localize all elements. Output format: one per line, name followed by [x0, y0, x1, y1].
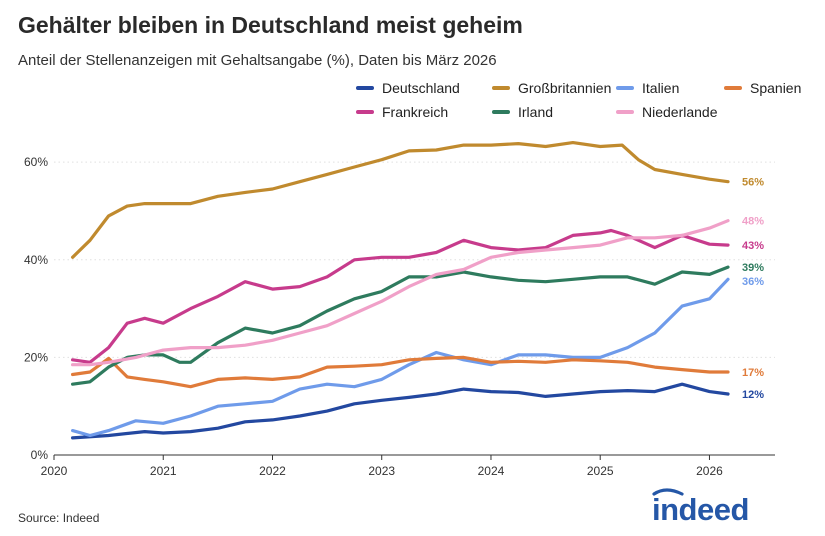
legend-swatch	[492, 86, 510, 90]
source-note: Source: Indeed	[18, 511, 100, 525]
legend-item-niederlande: Niederlande	[616, 104, 718, 120]
legend-swatch	[724, 86, 742, 90]
legend-label: Frankreich	[382, 104, 449, 120]
x-tick-label: 2024	[478, 464, 505, 478]
legend-swatch	[356, 86, 374, 90]
series-line-italien	[70, 277, 730, 438]
indeed-logo: indeed	[652, 488, 749, 526]
series-line-frankreich	[70, 228, 730, 364]
chart-title: Gehälter bleiben in Deutschland meist ge…	[18, 12, 523, 38]
legend-item-spanien: Spanien	[724, 80, 801, 96]
y-tick-label: 40%	[24, 253, 48, 267]
svg-text:indeed: indeed	[652, 492, 749, 526]
legend-swatch	[616, 110, 634, 114]
legend-swatch	[616, 86, 634, 90]
y-tick-label: 0%	[31, 448, 49, 462]
legend-item-italien: Italien	[616, 80, 679, 96]
end-label-frankreich: 43%	[742, 240, 764, 252]
legend-swatch	[356, 110, 374, 114]
x-tick-label: 2023	[368, 464, 395, 478]
legend-label: Italien	[642, 80, 680, 96]
series-line-niederlande	[70, 219, 730, 367]
series-line-deutschland	[70, 382, 730, 440]
legend-label: Niederlande	[642, 104, 718, 120]
end-label-großbritannien: 56%	[742, 177, 764, 189]
series-line-spanien	[70, 355, 730, 389]
legend-item-irland: Irland	[492, 104, 553, 120]
end-label-spanien: 17%	[742, 367, 764, 379]
x-tick-label: 2021	[150, 464, 177, 478]
x-tick-label: 2020	[41, 464, 68, 478]
legend-label: Großbritannien	[518, 80, 612, 96]
legend-swatch	[492, 110, 510, 114]
y-tick-label: 60%	[24, 155, 48, 169]
x-tick-label: 2022	[259, 464, 286, 478]
end-label-irland: 39%	[742, 262, 764, 274]
x-tick-label: 2025	[587, 464, 614, 478]
x-tick-label: 2026	[696, 464, 723, 478]
y-tick-label: 20%	[24, 350, 48, 364]
legend-label: Spanien	[750, 80, 802, 96]
chart-legend: Deutschland Großbritannien Italien Spanien F…	[356, 80, 816, 124]
series-line-irland	[70, 265, 730, 386]
legend-item-großbritannien: Großbritannien	[492, 80, 611, 96]
end-label-deutschland: 12%	[742, 389, 764, 401]
end-label-niederlande: 48%	[742, 216, 764, 228]
series-line-großbritannien	[70, 141, 730, 259]
legend-label: Deutschland	[382, 80, 460, 96]
chart-subtitle: Anteil der Stellenanzeigen mit Gehaltsan…	[18, 52, 497, 69]
legend-label: Irland	[518, 104, 554, 120]
legend-item-deutschland: Deutschland	[356, 80, 460, 96]
end-label-italien: 36%	[742, 276, 764, 288]
legend-item-frankreich: Frankreich	[356, 104, 448, 120]
